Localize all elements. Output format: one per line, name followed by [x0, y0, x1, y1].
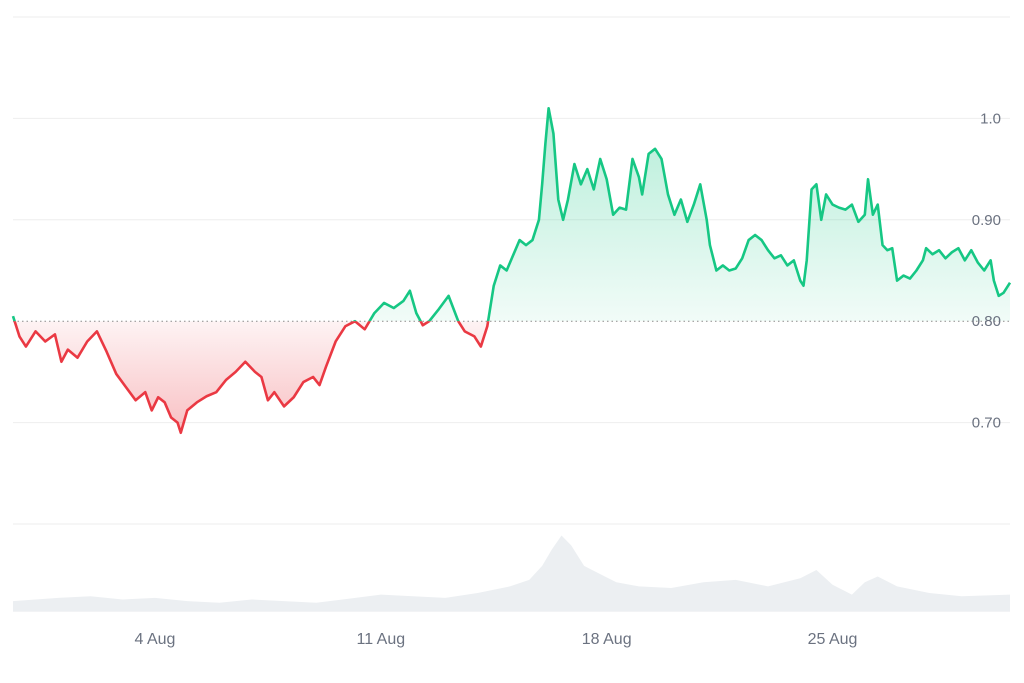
x-tick-label: 18 Aug: [582, 631, 632, 648]
y-tick-label: 0.80: [972, 313, 1001, 330]
x-tick-label: 11 Aug: [357, 631, 406, 648]
y-tick-label: 1.0: [980, 110, 1001, 127]
price-line-below-baseline[interactable]: [13, 108, 1010, 435]
y-tick-label: 0.70: [972, 415, 1001, 432]
x-tick-label: 4 Aug: [134, 631, 175, 648]
y-axis: 0.70 0.80 0.90 1.0: [972, 110, 1001, 431]
price-area-below-baseline: [14, 321, 489, 433]
x-axis: 4 Aug 11 Aug 18 Aug 25 Aug: [134, 631, 857, 648]
x-tick-label: 25 Aug: [808, 631, 858, 648]
price-area-above-baseline: [13, 108, 1010, 322]
price-line-above-baseline[interactable]: [11, 106, 1012, 432]
y-tick-label: 0.90: [972, 212, 1001, 229]
volume-area: [13, 535, 1010, 611]
